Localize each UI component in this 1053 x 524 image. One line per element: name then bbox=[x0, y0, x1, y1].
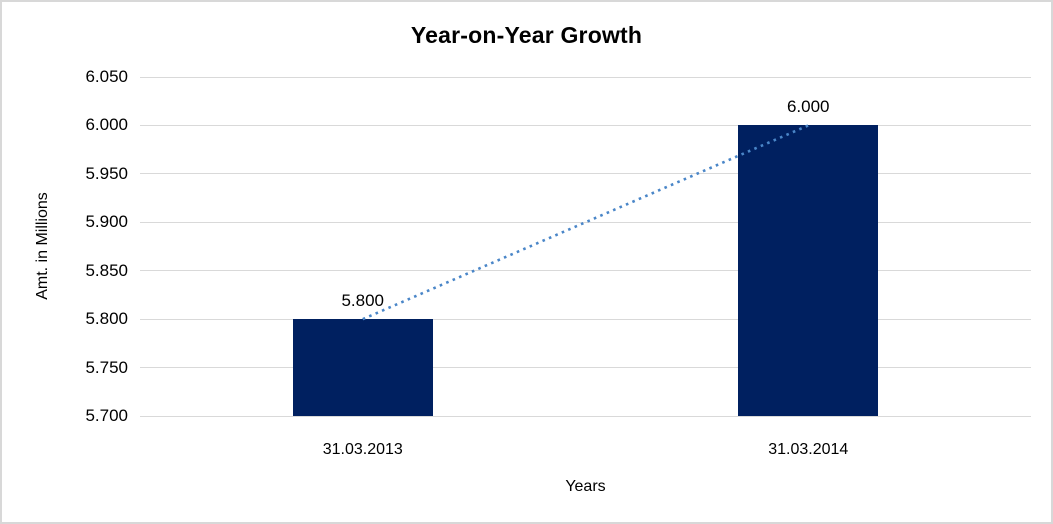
bar-value-label: 5.800 bbox=[341, 291, 385, 311]
x-tick-label: 31.03.2013 bbox=[322, 441, 403, 458]
y-tick-label: 5.700 bbox=[85, 406, 128, 425]
gridline bbox=[140, 367, 1031, 369]
bar bbox=[738, 125, 879, 416]
gridline bbox=[140, 124, 1031, 126]
y-tick-label: 5.800 bbox=[85, 309, 128, 329]
x-axis-title: Years bbox=[565, 478, 606, 495]
gridline bbox=[140, 76, 1031, 78]
gridline bbox=[140, 415, 1031, 417]
plot-area: 5.800 6.000 bbox=[140, 76, 1031, 417]
y-tick-label: 5.950 bbox=[85, 163, 128, 183]
y-tick-label: 5.750 bbox=[85, 357, 128, 377]
gridline bbox=[140, 173, 1031, 175]
bar bbox=[292, 319, 433, 416]
gridline bbox=[140, 221, 1031, 223]
trendline bbox=[362, 124, 809, 321]
gridline bbox=[140, 318, 1031, 320]
x-axis-tick-labels: 31.03.2013 31.03.2014 bbox=[140, 440, 1031, 460]
y-tick-label: 6.000 bbox=[85, 115, 128, 135]
bar-value-label: 6.000 bbox=[786, 97, 830, 117]
y-tick-label: 5.850 bbox=[85, 260, 128, 280]
y-tick-label: 5.900 bbox=[85, 212, 128, 232]
gridline bbox=[140, 270, 1031, 272]
y-tick-label: 6.050 bbox=[85, 67, 128, 86]
chart-title: Year-on-Year Growth bbox=[410, 22, 643, 48]
y-axis-tick-labels: 6.050 6.000 5.950 5.900 5.850 5.800 5.750 5.700 bbox=[2, 67, 128, 425]
x-tick-label: 31.03.2014 bbox=[768, 441, 849, 458]
trendline-segment bbox=[362, 124, 809, 321]
